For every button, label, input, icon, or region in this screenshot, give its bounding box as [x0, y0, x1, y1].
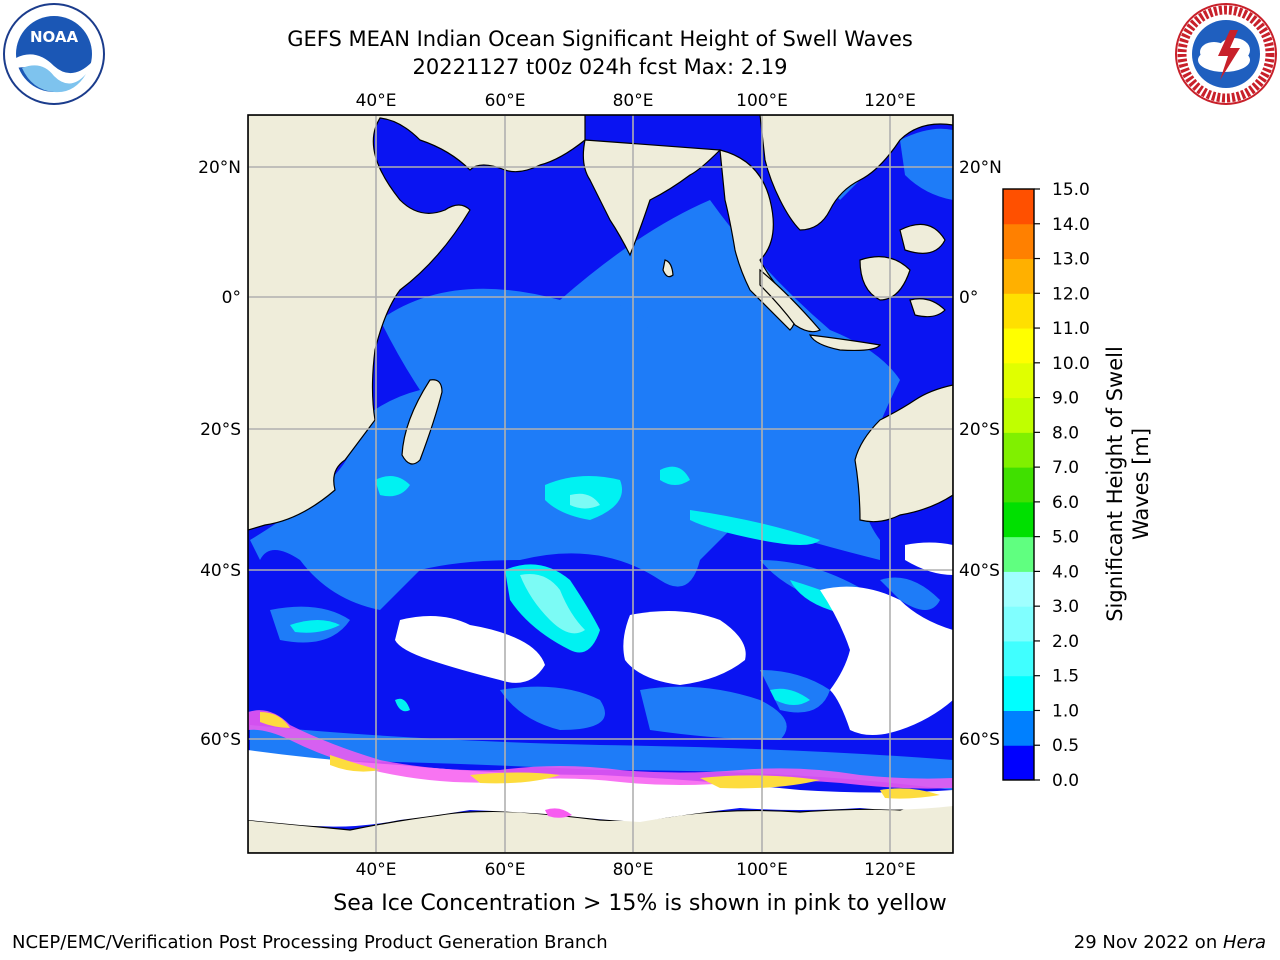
colorbar-tick-label: 1.5	[1052, 667, 1079, 687]
footer-date-text: 29 Nov 2022 on	[1073, 932, 1223, 953]
swell-mid-regions	[250, 128, 953, 790]
colorbar-tick-label: 8.0	[1052, 423, 1079, 443]
colorbar-frame	[1002, 188, 1035, 781]
colorbar-tick-label: 3.0	[1052, 597, 1079, 617]
chart-subtitle: 20221127 t00z 024h fcst Max: 2.19	[412, 55, 788, 79]
colorbar-tick-label: 9.0	[1052, 389, 1079, 409]
lat-label-right-40s: 40°S	[959, 561, 1000, 581]
sea-ice-note: Sea Ice Concentration > 15% is shown in …	[333, 891, 947, 916]
colorbar-tick-label: 10.0	[1052, 354, 1090, 374]
colorbar-title-line1: Significant Height of Swell	[1103, 346, 1127, 622]
lat-label-right-60s: 60°S	[959, 730, 1000, 750]
colorbar-tick-label: 1.0	[1052, 701, 1079, 721]
colorbar-segment	[1003, 258, 1034, 294]
colorbar-tick-label: 4.0	[1052, 562, 1079, 582]
colorbar-segment	[1003, 432, 1034, 468]
colorbar-segment	[1003, 467, 1034, 503]
lat-label-right-20s: 20°S	[959, 420, 1000, 440]
colorbar-tick-label: 13.0	[1052, 250, 1090, 270]
colorbar-tick-label: 2.0	[1052, 632, 1079, 652]
lat-label-left-40s: 40°S	[200, 561, 241, 581]
swell-peak-regions	[520, 493, 600, 634]
colorbar-tick-label: 7.0	[1052, 458, 1079, 478]
no-data-areas	[248, 542, 953, 827]
gridlines	[248, 115, 953, 853]
lon-label-bottom-60e: 60°E	[485, 860, 526, 880]
footer-host: Hera	[1222, 932, 1266, 953]
lon-label-top-80e: 80°E	[613, 91, 654, 111]
lat-label-left-20n: 20°N	[198, 158, 241, 178]
land-masses	[248, 115, 953, 853]
colorbar-tick-label: 0.0	[1052, 771, 1079, 791]
lon-label-top-120e: 120°E	[864, 91, 916, 111]
colorbar-segment	[1003, 640, 1034, 677]
map-area	[248, 115, 953, 853]
sea-ice-band	[248, 710, 953, 818]
colorbar-segment	[1003, 606, 1034, 642]
lon-label-bottom-40e: 40°E	[356, 860, 397, 880]
lat-label-left-20s: 20°S	[200, 420, 241, 440]
colorbar-segment	[1003, 189, 1034, 225]
colorbar-segment	[1003, 710, 1034, 746]
footer-date: 29 Nov 2022 on Hera	[1074, 932, 1266, 953]
colorbar-title: Significant Height of Swell Waves [m]	[1103, 346, 1153, 622]
colorbar-segment	[1003, 293, 1034, 329]
lat-label-right-0: 0°	[959, 288, 978, 308]
lon-label-bottom-100e: 100°E	[736, 860, 788, 880]
colorbar-segment	[1003, 571, 1034, 607]
colorbar-tick-label: 15.0	[1052, 180, 1090, 200]
colorbar-segment	[1003, 501, 1034, 538]
colorbar-tick-label: 0.5	[1052, 736, 1079, 756]
lat-label-left-0: 0°	[222, 288, 241, 308]
lon-label-top-60e: 60°E	[485, 91, 526, 111]
colorbar-segment	[1003, 328, 1034, 364]
map-frame	[247, 114, 954, 854]
colorbar	[1003, 189, 1034, 781]
lat-label-right-20n: 20°N	[959, 158, 1002, 178]
noaa-logo: NOAA	[3, 3, 105, 105]
colorbar-tick-label: 6.0	[1052, 493, 1079, 513]
noaa-logo-text: NOAA	[30, 28, 79, 46]
colorbar-tick-label: 12.0	[1052, 284, 1090, 304]
colorbar-segment	[1003, 536, 1034, 572]
colorbar-segment	[1003, 675, 1034, 711]
footer-branch: NCEP/EMC/Verification Post Processing Pr…	[12, 932, 608, 953]
chart-title: GEFS MEAN Indian Ocean Significant Heigh…	[287, 27, 913, 51]
colorbar-tick-label: 5.0	[1052, 528, 1079, 548]
colorbar-segment	[1003, 362, 1034, 399]
colorbar-title-line2: Waves [m]	[1129, 428, 1153, 540]
colorbar-segment	[1003, 223, 1034, 260]
lon-label-top-40e: 40°E	[356, 91, 397, 111]
lon-label-bottom-80e: 80°E	[613, 860, 654, 880]
colorbar-tick-label: 14.0	[1052, 215, 1090, 235]
colorbar-segment	[1003, 397, 1034, 433]
nws-logo	[1175, 3, 1277, 105]
lon-label-top-100e: 100°E	[736, 91, 788, 111]
colorbar-segment	[1003, 745, 1034, 781]
lon-label-bottom-120e: 120°E	[864, 860, 916, 880]
colorbar-ticks: 0.0 0.5 1.0 1.5 2.0 3.0 4.0 5.0 6.0 7.0 8.0 9.0 10.0…	[1034, 180, 1090, 791]
lat-label-left-60s: 60°S	[200, 730, 241, 750]
colorbar-tick-label: 11.0	[1052, 319, 1090, 339]
